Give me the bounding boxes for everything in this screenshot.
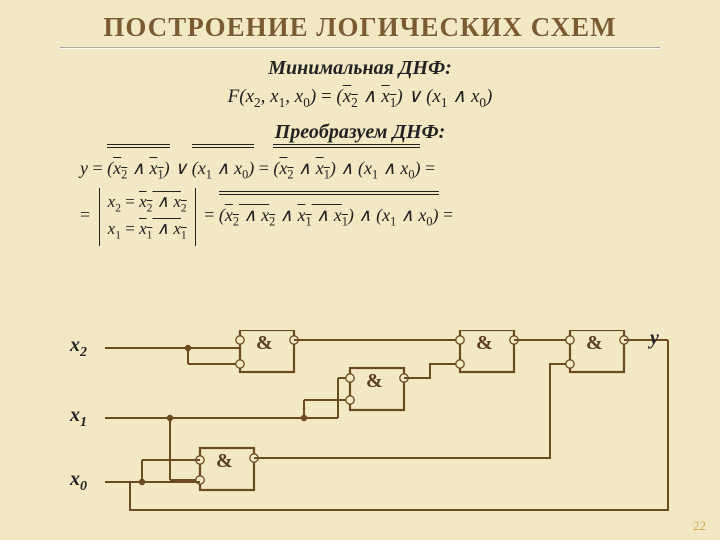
circuit-svg [70,330,680,525]
var-x1: x1 [270,86,285,107]
or-op: ∨ [407,86,421,107]
not-x2: x2 [343,86,358,107]
input-label-x0: x0 [70,468,87,495]
title-underline [60,47,660,49]
substitution-matrix: x2 = x2 ∧ x2 x1 = x1 ∧ x1 [99,188,196,245]
gate-symbol: & [256,332,273,355]
var-x0b: x0 [471,86,486,107]
derivation-block: y = (x2 ∧ x1) ∨ (x1 ∧ x0) = (x2 ∧ x1) ∧ … [80,150,640,245]
gate-symbol: & [476,332,493,355]
equals-sign: = [425,158,435,178]
y-symbol: y [80,158,88,178]
formula-min-dnf: F(x2, x1, x0) = (x2 ∧ x1) ∨ (x1 ∧ x0) [0,82,720,113]
var-x1b: x1 [432,86,447,107]
equals-sign: = [204,205,214,225]
equals-sign: = [80,205,90,225]
var-x0: x0 [295,86,310,107]
subtitle-min-dnf: Минимальная ДНФ: [0,57,720,80]
input-label-x2: x2 [70,334,87,361]
gate-symbol: & [586,332,603,355]
func-symbol: F( [228,86,246,107]
equals-sign: = [443,205,453,225]
equals-sign: = [321,86,332,107]
gate-symbol: & [216,450,233,473]
page-number: 22 [693,518,706,534]
gate-symbol: & [366,370,383,393]
not-x1: x1 [381,86,396,107]
input-label-x1: x1 [70,404,87,431]
equals-sign: = [93,158,103,178]
var-x2: x2 [246,86,261,107]
subtitle-transform: Преобразуем ДНФ: [0,121,720,144]
output-label: y [650,327,659,350]
and-op: ∧ [363,86,377,107]
logic-circuit: x2 x1 x0 y & & & & & [70,330,680,520]
and-op: ∧ [452,86,466,107]
derivation-row-2: = x2 = x2 ∧ x2 x1 = x1 ∧ x1 = (x2 ∧ x2 ∧… [80,188,640,245]
equals-sign: = [259,158,269,178]
slide-title: ПОСТРОЕНИЕ ЛОГИЧЕСКИХ СХЕМ [0,0,720,43]
derivation-row-1: y = (x2 ∧ x1) ∨ (x1 ∧ x0) = (x2 ∧ x1) ∧ … [80,150,640,188]
